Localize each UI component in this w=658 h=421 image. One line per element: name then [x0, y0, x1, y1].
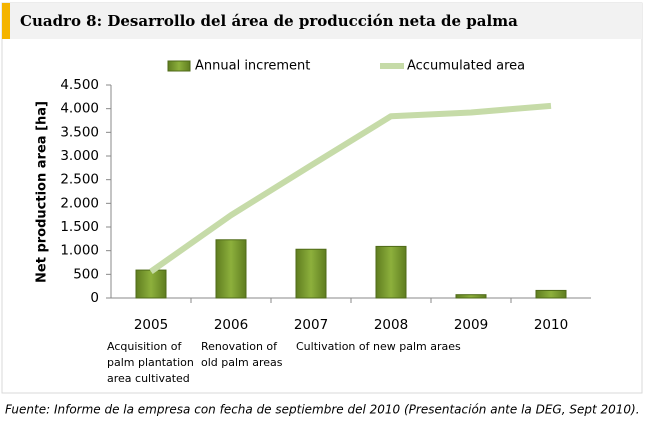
y-tick-label: 4.500	[60, 77, 99, 93]
annotation: old palm areas	[201, 356, 283, 369]
y-tick-label: 2.000	[60, 195, 99, 211]
x-tick-label: 2006	[214, 317, 248, 333]
y-tick-label: 0	[90, 290, 99, 306]
bar	[295, 248, 327, 299]
line	[149, 102, 552, 274]
header-accent	[2, 3, 10, 39]
bar	[135, 269, 167, 299]
annotation: Renovation of	[201, 340, 278, 353]
annotation: Cultivation of new palm araes	[296, 340, 461, 353]
x-tick-label: 2007	[294, 317, 328, 333]
y-tick-label: 2.500	[60, 172, 99, 188]
y-axis-label: Net production area [ha]	[35, 101, 50, 283]
header	[2, 3, 642, 39]
x-tick-label: 2010	[534, 317, 568, 333]
annotation: area cultivated	[107, 372, 190, 385]
bar	[455, 294, 487, 299]
y-tick-label: 1.000	[60, 243, 99, 259]
frame	[1, 2, 643, 394]
y-tick-label: 1.500	[60, 219, 99, 235]
annotation: Acquisition of	[107, 340, 182, 353]
legend-label: Accumulated area	[407, 59, 525, 74]
y-tick-label: 3.500	[60, 124, 99, 140]
x-tick-label: 2005	[134, 317, 168, 333]
y-tick-label: 3.000	[60, 148, 99, 164]
legend-label: Annual increment	[195, 59, 310, 74]
y-tick-label: 4.000	[60, 101, 99, 117]
bar	[215, 239, 247, 299]
annotation: palm plantation	[107, 356, 194, 369]
x-tick-label: 2009	[454, 317, 488, 333]
legend-swatch	[167, 60, 191, 72]
chart-title: Cuadro 8: Desarrollo del área de producc…	[20, 12, 518, 30]
source: Fuente: Informe de la empresa con fecha …	[5, 403, 640, 417]
y-tick-label: 500	[73, 266, 99, 282]
bar	[375, 245, 407, 299]
bar	[535, 289, 567, 299]
x-tick-label: 2008	[374, 317, 408, 333]
